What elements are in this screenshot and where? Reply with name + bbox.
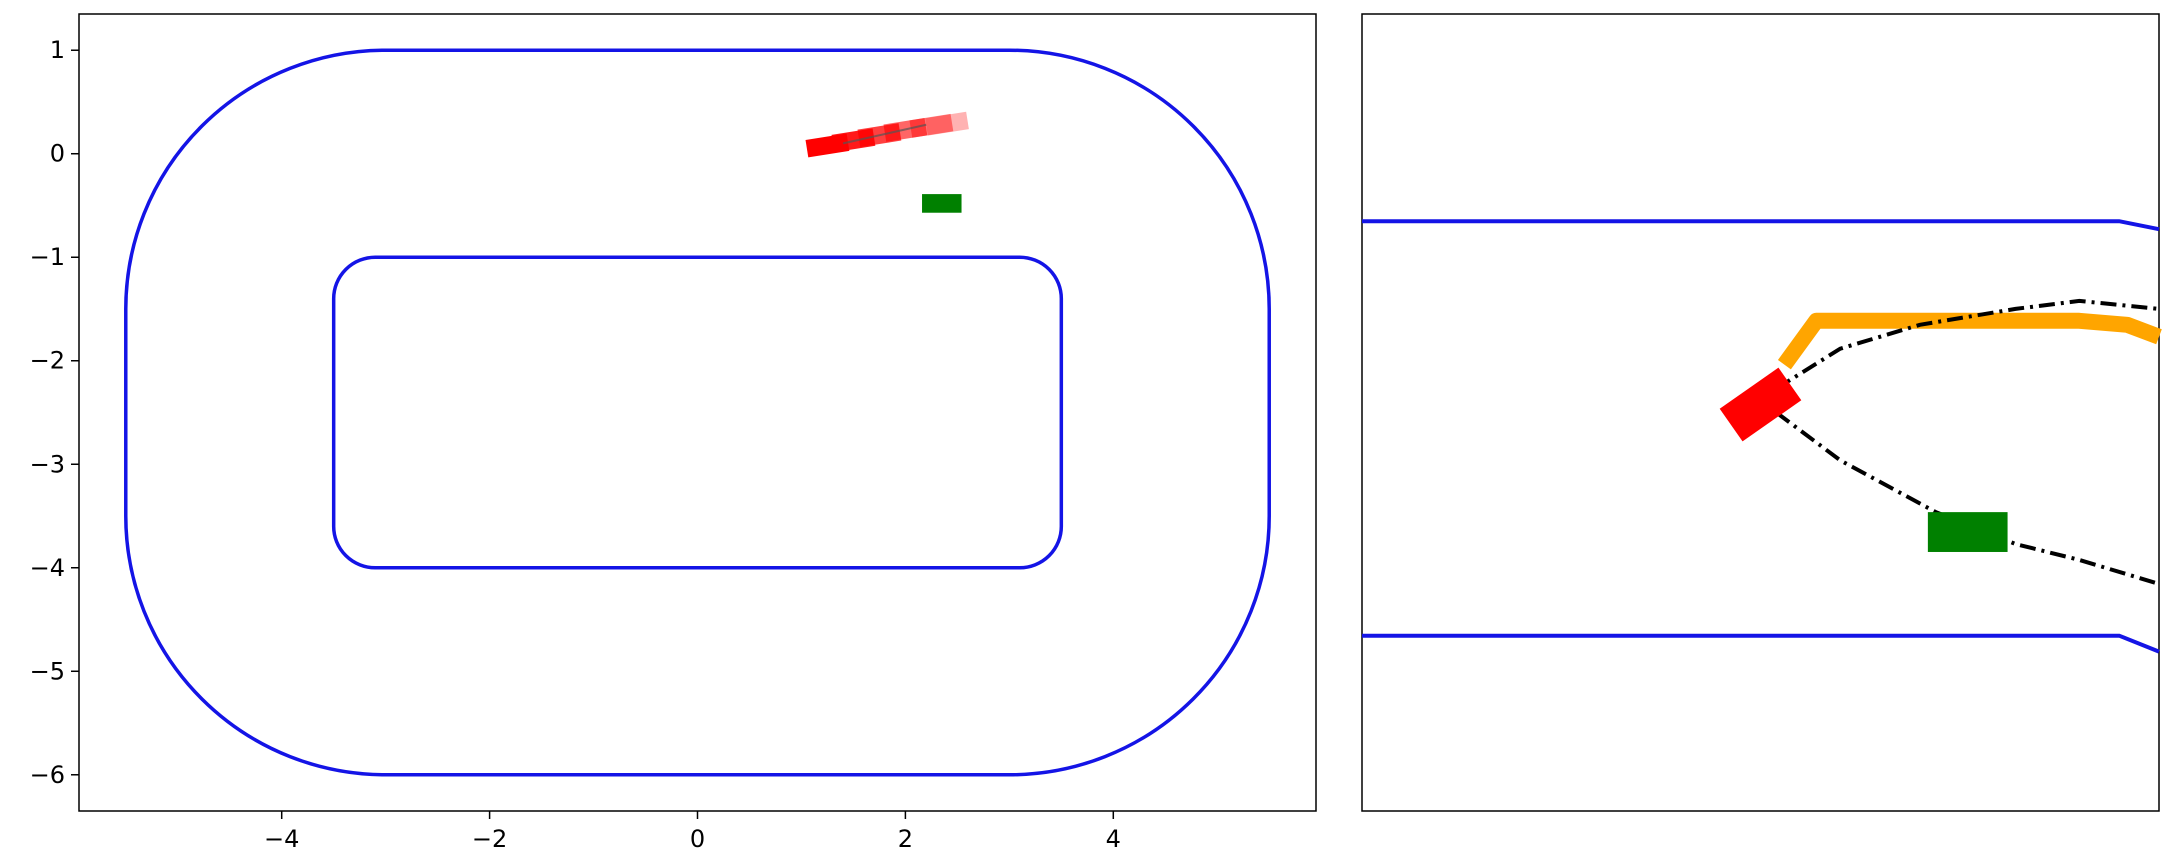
lower-track-boundary [1362,633,2160,654]
left-y-axis: 1 0 −1 −2 −3 −4 −5 −6 [30,36,79,789]
x-tick-label: −2 [472,825,507,853]
y-tick-label: 1 [50,36,65,64]
planned-path [1777,312,2162,370]
right-plot-panel [1361,13,2162,812]
left-plot-panel: −4 −2 0 2 4 1 0 −1 −2 −3 −4 −5 −6 [30,13,1317,853]
x-tick-label: −4 [264,825,299,853]
x-tick-label: 4 [1106,825,1121,853]
ego-vehicle-zoomed [1719,367,1802,442]
inner-track-boundary [331,255,1064,570]
x-tick-label: 2 [898,825,913,853]
y-tick-label: −5 [30,657,65,685]
ego-trace-line [842,123,927,145]
upper-track-boundary [1362,219,2160,232]
outer-track-boundary [124,48,1271,777]
other-vehicle [922,194,962,213]
y-tick-label: −4 [30,554,65,582]
y-tick-label: −6 [30,761,65,789]
y-tick-label: 0 [50,140,65,168]
y-tick-label: −3 [30,450,65,478]
other-vehicle-zoomed [1927,512,2008,552]
left-plot-area [78,13,1317,812]
right-plot-content [1362,219,2162,654]
ego-vehicle-history-marker [925,111,969,136]
ego-vehicle-history-marker [805,133,850,158]
y-tick-label: −2 [30,347,65,375]
x-tick-label: 0 [690,825,705,853]
y-tick-label: −1 [30,243,65,271]
left-plot-content [124,48,1271,777]
left-x-axis: −4 −2 0 2 4 [264,811,1121,853]
predicted-path-upper [1775,298,2160,391]
